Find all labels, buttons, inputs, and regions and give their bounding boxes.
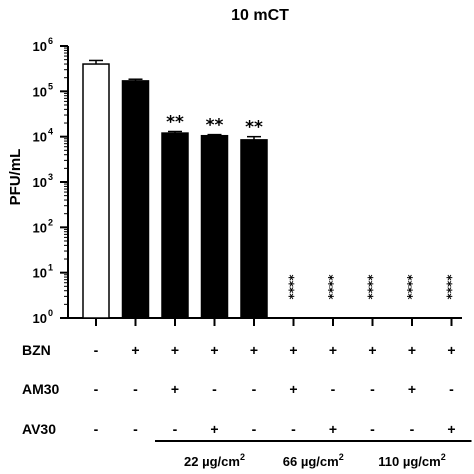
treatment-sign: + <box>171 381 179 397</box>
y-tick-exponent: 1 <box>48 263 53 273</box>
y-tick-label: 10 <box>33 84 47 99</box>
treatment-row-label: BZN <box>22 342 51 358</box>
group-label: 66 µg/cm2 <box>283 452 344 469</box>
treatment-sign: - <box>94 421 99 437</box>
treatment-sign: - <box>252 381 257 397</box>
bar <box>200 134 229 319</box>
treatment-sign: - <box>252 421 257 437</box>
significance-label: ** <box>206 116 224 136</box>
y-axis-label: PFU/mL <box>7 149 24 206</box>
treatment-sign: - <box>410 421 415 437</box>
treatment-sign: + <box>368 342 376 358</box>
treatment-sign: + <box>210 421 218 437</box>
treatment-sign: - <box>370 381 375 397</box>
y-tick-exponent: 6 <box>48 36 53 46</box>
treatment-sign: + <box>171 342 179 358</box>
y-tick-label: 10 <box>33 130 47 145</box>
treatment-sign: + <box>289 381 297 397</box>
significance-label: **** <box>445 274 459 300</box>
treatment-sign: + <box>250 342 258 358</box>
treatment-sign: - <box>370 421 375 437</box>
group-label-exponent: 2 <box>339 452 344 462</box>
bar <box>161 132 189 319</box>
y-tick-label: 10 <box>33 266 47 281</box>
y-tick-label: 10 <box>33 220 47 235</box>
treatment-sign: - <box>291 421 296 437</box>
treatment-sign: + <box>408 342 416 358</box>
chart-title: 10 mCT <box>231 7 289 24</box>
treatment-sign: - <box>133 421 138 437</box>
group-label: 22 µg/cm2 <box>184 452 245 469</box>
significance-label: **** <box>287 274 301 300</box>
treatment-sign: + <box>131 342 139 358</box>
bar <box>240 139 268 319</box>
treatment-sign: + <box>447 421 455 437</box>
treatment-sign: + <box>329 342 337 358</box>
treatment-row-label: AM30 <box>22 381 60 397</box>
treatment-sign: - <box>133 381 138 397</box>
significance-label: **** <box>366 274 380 300</box>
treatment-sign: - <box>94 381 99 397</box>
group-label-exponent: 2 <box>240 452 245 462</box>
treatment-sign: - <box>94 342 99 358</box>
treatment-sign: + <box>289 342 297 358</box>
significance-label: ** <box>245 118 263 138</box>
significance-label: **** <box>405 274 419 300</box>
y-tick-exponent: 5 <box>48 81 53 91</box>
bar <box>121 80 150 319</box>
y-tick-exponent: 4 <box>48 127 53 137</box>
treatment-sign: + <box>447 342 455 358</box>
y-tick-exponent: 0 <box>48 308 53 318</box>
y-tick-label: 10 <box>33 39 47 54</box>
treatment-row-label: AV30 <box>22 421 56 437</box>
treatment-sign: + <box>408 381 416 397</box>
treatment-sign: + <box>329 421 337 437</box>
y-tick-label: 10 <box>33 175 47 190</box>
group-label: 110 µg/cm2 <box>378 452 445 469</box>
bar <box>82 63 110 319</box>
group-label-exponent: 2 <box>441 452 446 462</box>
treatment-sign: + <box>210 342 218 358</box>
treatment-sign: - <box>173 421 178 437</box>
y-tick-exponent: 3 <box>48 172 53 182</box>
significance-label: **** <box>326 274 340 300</box>
y-tick-label: 10 <box>33 311 47 326</box>
y-tick-exponent: 2 <box>48 217 53 227</box>
treatment-sign: - <box>212 381 217 397</box>
treatment-sign: - <box>449 381 454 397</box>
treatment-sign: - <box>331 381 336 397</box>
significance-label: ** <box>166 113 184 133</box>
